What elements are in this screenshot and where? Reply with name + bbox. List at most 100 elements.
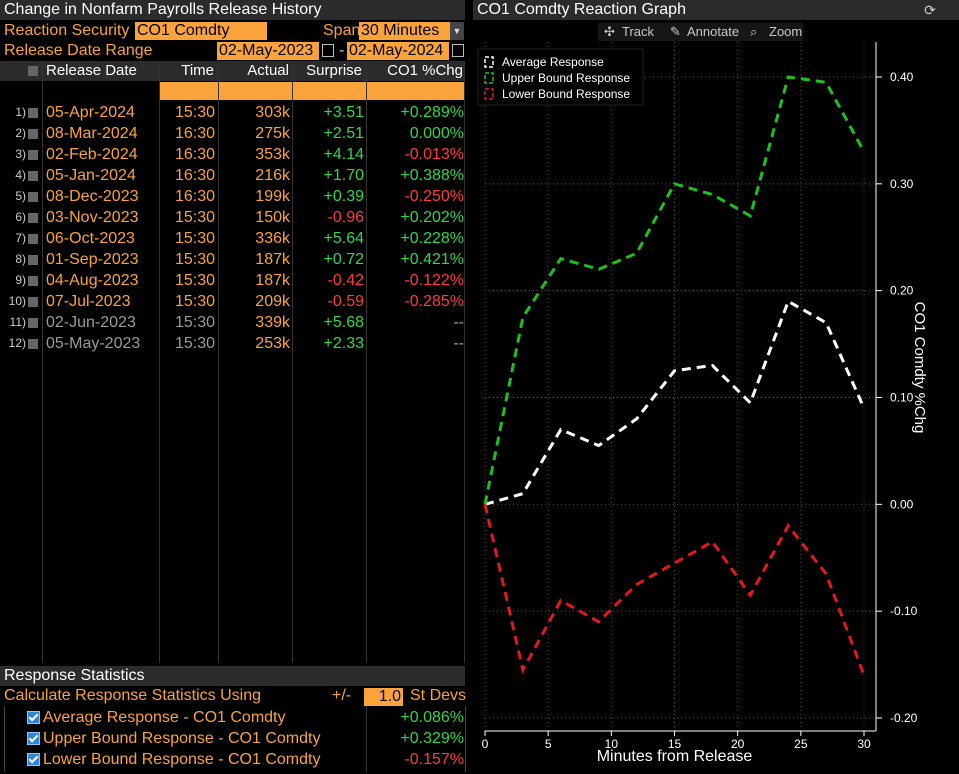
row-checkbox[interactable]: [28, 234, 38, 244]
range-end-input[interactable]: 02-May-2024: [347, 42, 449, 60]
span-value: 30 Minutes: [361, 22, 440, 39]
panel-title: Change in Nonfarm Payrolls Release Histo…: [0, 0, 465, 20]
co1-chg-value: --: [453, 314, 464, 331]
actual-value: 253k: [255, 335, 290, 352]
co1-chg-value: 0.000%: [409, 125, 464, 142]
legend-swatch: [484, 72, 494, 84]
table-row[interactable]: 11) 02-Jun-2023 15:30 339k +5.68 --: [0, 312, 465, 333]
legend-label: Upper Bound Response: [502, 71, 630, 85]
actual-value: 353k: [255, 146, 290, 163]
table-row[interactable]: 12) 05-May-2023 15:30 253k +2.33 --: [0, 333, 465, 354]
row-checkbox[interactable]: [28, 276, 38, 286]
surprise-value: +4.14: [323, 146, 364, 163]
row-checkbox[interactable]: [28, 108, 38, 118]
release-date: 03-Nov-2023: [46, 209, 139, 226]
span-select[interactable]: 30 Minutes: [359, 22, 462, 40]
row-number: 7): [15, 231, 26, 245]
release-time: 15:30: [174, 209, 215, 226]
table-row[interactable]: 5) 08-Dec-2023 16:30 199k +0.39 -0.250%: [0, 186, 465, 207]
release-time: 15:30: [174, 335, 215, 352]
x-tick-label: 20: [731, 737, 745, 751]
release-time: 15:30: [174, 104, 215, 121]
release-time: 16:30: [174, 167, 215, 184]
row-checkbox[interactable]: [28, 171, 38, 181]
select-all-checkbox[interactable]: [28, 66, 38, 76]
track-button[interactable]: Track: [622, 24, 655, 39]
row-checkbox[interactable]: [28, 318, 38, 328]
crosshair-icon: ✣: [604, 24, 615, 39]
column-header-release-date[interactable]: Release Date: [46, 62, 137, 79]
y-tick-label: 0.20: [890, 284, 914, 298]
range-start-input[interactable]: 02-May-2023: [217, 42, 319, 60]
stats-title: Response Statistics: [0, 666, 465, 686]
surprise-value: +1.70: [323, 167, 364, 184]
table-row[interactable]: 10) 07-Jul-2023 15:30 209k -0.59 -0.285%: [0, 291, 465, 312]
reaction-chart[interactable]: 0.40 0.30 0.20 0.10 0.00 -0.10 -0.20 0 5 10 15 20 25…: [473, 42, 955, 774]
co1-chg-value: --: [453, 335, 464, 352]
table-row[interactable]: 8) 01-Sep-2023 15:30 187k +0.72 +0.421%: [0, 249, 465, 270]
actual-value: 209k: [255, 293, 290, 310]
release-date: 02-Jun-2023: [46, 314, 136, 331]
row-checkbox[interactable]: [28, 129, 38, 139]
table-row[interactable]: 9) 04-Aug-2023 15:30 187k -0.42 -0.122%: [0, 270, 465, 291]
surprise-value: +5.64: [323, 230, 364, 247]
row-number: 5): [15, 189, 26, 203]
calendar-icon[interactable]: [452, 44, 464, 57]
surprise-value: -0.42: [327, 272, 364, 289]
column-header-surprise[interactable]: Surprise: [306, 62, 362, 79]
panel-border: [464, 61, 465, 663]
column-divider: [218, 61, 219, 663]
table-row[interactable]: 2) 08-Mar-2024 16:30 275k +2.51 0.000%: [0, 123, 465, 144]
y-tick-label: -0.10: [890, 604, 918, 618]
column-divider: [159, 61, 160, 663]
y-tick-label: -0.20: [890, 711, 918, 725]
release-date: 01-Sep-2023: [46, 251, 139, 268]
zoom-button[interactable]: Zoom: [769, 24, 803, 39]
surprise-value: +0.39: [323, 188, 364, 205]
actual-value: 275k: [255, 125, 290, 142]
surprise-value: +2.33: [323, 335, 364, 352]
annotate-button[interactable]: Annotate: [687, 24, 740, 39]
y-tick-label: 0.10: [890, 391, 914, 405]
stats-box: [4, 706, 466, 772]
table-row[interactable]: 1) 05-Apr-2024 15:30 303k +3.51 +0.289%: [0, 102, 465, 123]
row-number: 8): [15, 252, 26, 266]
stats-checkbox[interactable]: [27, 753, 40, 766]
actual-value: 199k: [255, 188, 290, 205]
chevron-down-icon[interactable]: ▼: [450, 22, 464, 40]
release-time: 15:30: [174, 251, 215, 268]
x-tick-label: 15: [668, 737, 682, 751]
refresh-icon[interactable]: ⟳: [924, 2, 936, 18]
release-time: 16:30: [174, 146, 215, 163]
column-header-co1-chg[interactable]: CO1 %Chg: [387, 62, 463, 79]
actual-value: 303k: [255, 104, 290, 121]
column-header-time[interactable]: Time: [181, 62, 214, 79]
row-checkbox[interactable]: [28, 339, 38, 349]
range-separator: -: [339, 42, 345, 59]
co1-chg-value: +0.388%: [400, 167, 464, 184]
calendar-icon[interactable]: [322, 44, 334, 57]
row-checkbox[interactable]: [28, 213, 38, 223]
table-row[interactable]: 6) 03-Nov-2023 15:30 150k -0.96 +0.202%: [0, 207, 465, 228]
stdev-label: St Devs: [410, 687, 467, 704]
filter-row[interactable]: [160, 82, 465, 100]
actual-value: 187k: [255, 272, 290, 289]
span-label: Span: [323, 22, 361, 39]
actual-value: 187k: [255, 251, 290, 268]
column-divider: [366, 706, 367, 772]
stdev-input[interactable]: 1.0: [364, 688, 403, 706]
column-header-actual[interactable]: Actual: [247, 62, 289, 79]
table-row[interactable]: 3) 02-Feb-2024 16:30 353k +4.14 -0.013%: [0, 144, 465, 165]
table-row[interactable]: 7) 06-Oct-2023 15:30 336k +5.64 +0.228%: [0, 228, 465, 249]
table-row[interactable]: 4) 05-Jan-2024 16:30 216k +1.70 +0.388%: [0, 165, 465, 186]
co1-chg-value: +0.228%: [400, 230, 464, 247]
row-checkbox[interactable]: [28, 255, 38, 265]
stats-checkbox[interactable]: [27, 711, 40, 724]
reaction-security-input[interactable]: CO1 Comdty: [135, 22, 267, 40]
stats-checkbox[interactable]: [27, 732, 40, 745]
release-date: 04-Aug-2023: [46, 272, 139, 289]
row-checkbox[interactable]: [28, 150, 38, 160]
row-checkbox[interactable]: [28, 297, 38, 307]
row-checkbox[interactable]: [28, 192, 38, 202]
pencil-icon: ✎: [670, 24, 681, 39]
